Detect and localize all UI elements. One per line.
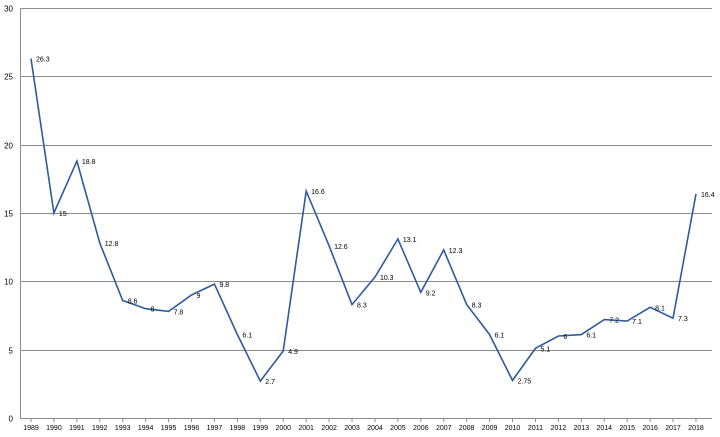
data-label: 2.75 bbox=[518, 378, 532, 385]
y-tick-label: 10 bbox=[4, 278, 13, 287]
series-line bbox=[30, 58, 697, 383]
data-label: 6 bbox=[563, 334, 567, 341]
data-label: 6.1 bbox=[242, 333, 252, 340]
y-tick-label: 5 bbox=[9, 347, 14, 356]
data-label: 4.9 bbox=[288, 349, 298, 356]
series-line-group bbox=[30, 58, 697, 383]
x-tick-label: 2005 bbox=[390, 425, 406, 432]
data-label: 12.6 bbox=[334, 244, 348, 251]
data-label: 13.1 bbox=[403, 237, 417, 244]
x-tick-label: 1990 bbox=[46, 425, 62, 432]
x-tick-label: 2006 bbox=[413, 425, 429, 432]
x-tick-label: 1991 bbox=[69, 425, 85, 432]
data-labels: 26.3 15 18.8 12.8 8.6 8 7.8 9 9.8 6.1 2.7 4.9 16.6 12… bbox=[36, 57, 715, 387]
data-label: 8.1 bbox=[655, 305, 665, 312]
data-label: 15 bbox=[59, 211, 67, 218]
data-label: 12.8 bbox=[105, 241, 119, 248]
x-tick-label: 1993 bbox=[115, 425, 131, 432]
x-tick-label: 1992 bbox=[92, 425, 108, 432]
data-label: 8.3 bbox=[357, 303, 367, 310]
y-tick-label: 15 bbox=[4, 210, 13, 219]
y-axis: 0 5 10 15 20 25 30 bbox=[4, 5, 21, 424]
data-label: 6.1 bbox=[586, 333, 596, 340]
data-label: 9 bbox=[197, 293, 201, 300]
x-tick-label: 2002 bbox=[321, 425, 337, 432]
x-tick-label: 2011 bbox=[528, 425, 543, 432]
data-label: 7.1 bbox=[632, 319, 642, 326]
x-tick-label: 2000 bbox=[275, 425, 291, 432]
x-tick-label: 2013 bbox=[574, 425, 590, 432]
y-tick-label: 30 bbox=[4, 5, 13, 14]
data-label: 12.3 bbox=[449, 248, 463, 255]
x-tick-label: 1996 bbox=[184, 425, 200, 432]
x-tick-label: 2010 bbox=[505, 425, 521, 432]
data-label: 2.7 bbox=[265, 379, 275, 386]
x-tick-label: 1994 bbox=[138, 425, 154, 432]
data-label: 7.3 bbox=[678, 316, 688, 323]
y-tick-label: 25 bbox=[4, 73, 13, 82]
x-tick-label: 2004 bbox=[367, 425, 383, 432]
data-label: 9.8 bbox=[219, 282, 229, 289]
x-tick-label: 2009 bbox=[482, 425, 498, 432]
x-tick-label: 1995 bbox=[161, 425, 177, 432]
x-tick-label: 2007 bbox=[436, 425, 452, 432]
x-tick-label: 1999 bbox=[253, 425, 269, 432]
data-label: 5.1 bbox=[540, 346, 550, 353]
x-axis: 1989 1990 1991 1992 1993 1994 1995 1996 1997 1998… bbox=[23, 418, 704, 432]
x-tick-label: 2003 bbox=[344, 425, 360, 432]
data-label: 8.3 bbox=[472, 303, 482, 310]
x-tick-label: 2008 bbox=[459, 425, 475, 432]
x-tick-label: 2012 bbox=[551, 425, 567, 432]
x-tick-label: 2016 bbox=[642, 425, 658, 432]
data-label: 8.6 bbox=[128, 298, 138, 305]
x-tick-label: 2015 bbox=[619, 425, 635, 432]
data-label: 26.3 bbox=[36, 57, 50, 64]
x-tick-label: 1997 bbox=[207, 425, 223, 432]
data-label: 18.8 bbox=[82, 159, 96, 166]
data-label: 7.8 bbox=[174, 309, 184, 316]
data-label: 10.3 bbox=[380, 275, 394, 282]
data-label: 16.4 bbox=[701, 192, 715, 199]
x-tick-label: 2014 bbox=[596, 425, 612, 432]
x-tick-label: 1989 bbox=[23, 425, 39, 432]
gridlines bbox=[20, 8, 712, 419]
data-label: 7.2 bbox=[609, 318, 619, 325]
data-label: 9.2 bbox=[426, 290, 436, 297]
x-tick-label: 2018 bbox=[688, 425, 704, 432]
x-tick-label: 2001 bbox=[298, 425, 314, 432]
data-label: 8 bbox=[151, 307, 155, 314]
data-label: 16.6 bbox=[311, 189, 325, 196]
y-tick-label: 0 bbox=[9, 415, 14, 424]
y-tick-label: 20 bbox=[4, 142, 13, 151]
x-tick-label: 2017 bbox=[665, 425, 681, 432]
x-tick-label: 1998 bbox=[230, 425, 246, 432]
data-label: 6.1 bbox=[495, 333, 505, 340]
